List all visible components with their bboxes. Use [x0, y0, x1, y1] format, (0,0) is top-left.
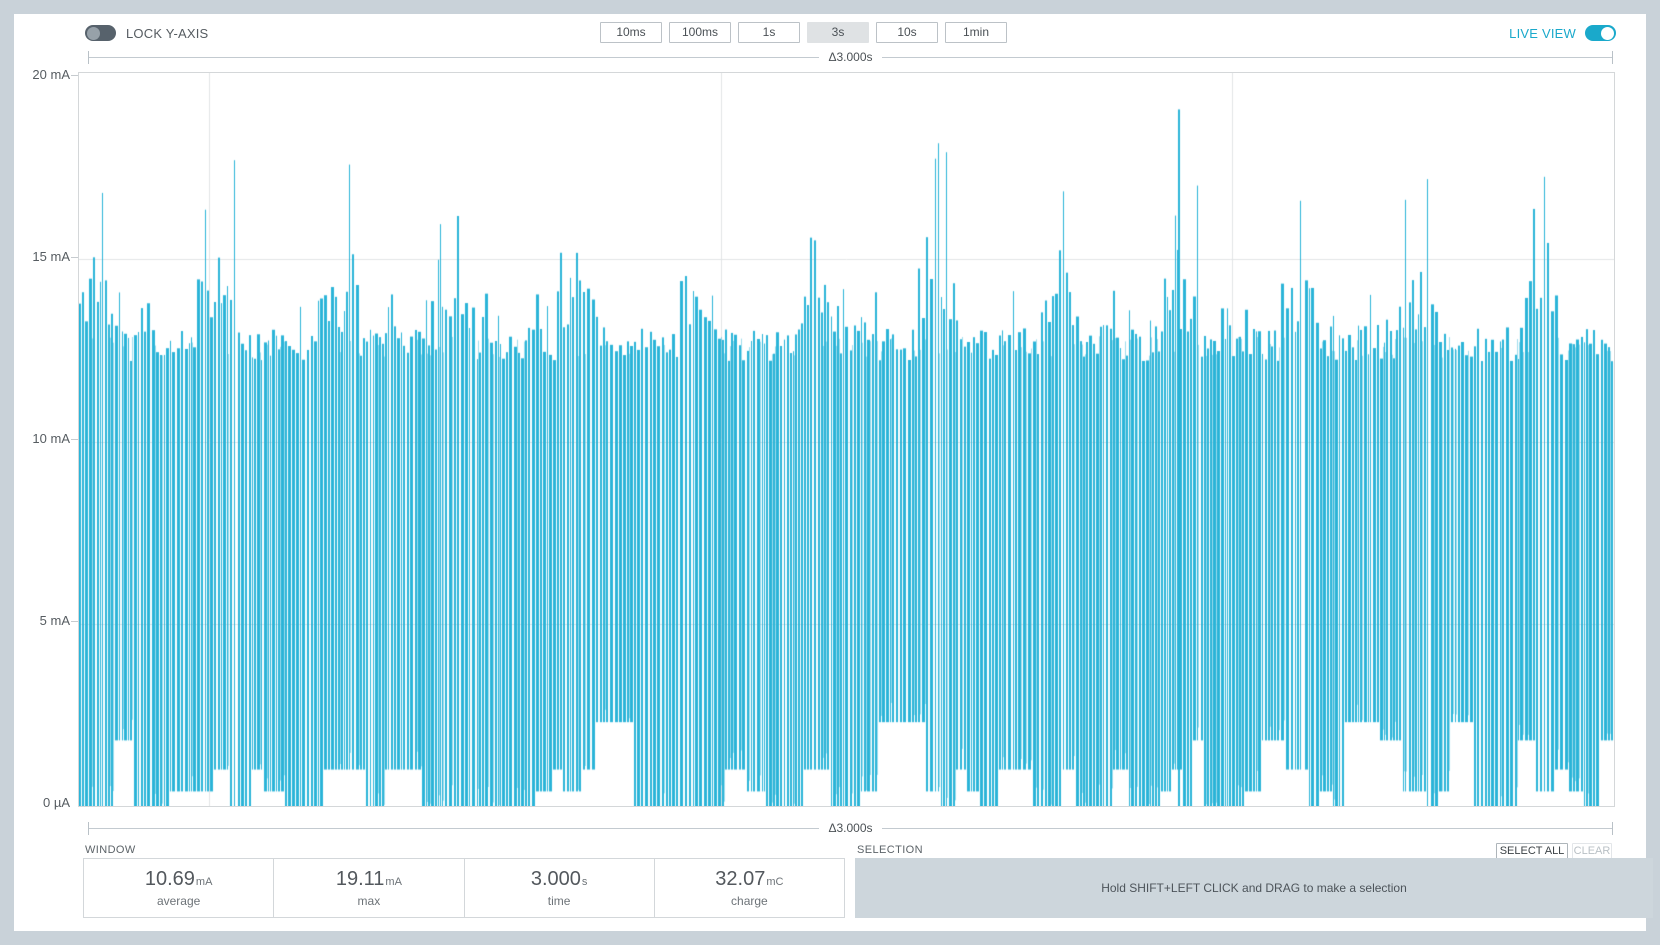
chart-area — [78, 72, 1615, 807]
y-axis-tick-mark — [71, 75, 79, 76]
current-waveform-chart[interactable] — [79, 73, 1614, 806]
ruler-end-tick — [1612, 821, 1614, 835]
main-panel: LOCK Y-AXIS 10ms 100ms 1s 3s 10s 1min LI… — [14, 14, 1653, 931]
window-button-100ms[interactable]: 100ms — [669, 22, 731, 43]
ruler-end-tick — [88, 821, 89, 835]
delta-label-top: Δ3.000s — [828, 50, 873, 64]
window-button-1min[interactable]: 1min — [945, 22, 1007, 43]
toggle-knob — [1601, 26, 1614, 40]
stat-time: 3.000 s time — [465, 859, 655, 917]
y-axis-tick-10ma: 10 mA — [32, 431, 70, 446]
lock-y-axis-toggle[interactable] — [85, 25, 116, 41]
time-window-buttons: 10ms 100ms 1s 3s 10s 1min — [600, 22, 1007, 43]
window-button-1s[interactable]: 1s — [738, 22, 800, 43]
window-button-10ms[interactable]: 10ms — [600, 22, 662, 43]
y-axis-tick-mark — [71, 439, 79, 440]
stat-charge: 32.07 mC charge — [715, 868, 784, 908]
delta-ruler-top: Δ3.000s — [88, 50, 1614, 64]
y-axis-tick-20ma: 20 mA — [32, 67, 70, 82]
window-button-10s[interactable]: 10s — [876, 22, 938, 43]
select-all-button[interactable]: SELECT ALL — [1496, 843, 1568, 859]
live-view-toggle[interactable] — [1585, 25, 1616, 41]
y-axis-tick-0ua: 0 µA — [42, 795, 70, 810]
ruler-end-tick — [1612, 50, 1614, 64]
ruler-end-tick — [88, 50, 89, 64]
stat-max: 19.11 mA max — [274, 859, 465, 917]
live-view-label: LIVE VIEW — [1509, 25, 1576, 41]
selection-section-label: SELECTION — [857, 844, 923, 856]
delta-ruler-bottom: Δ3.000s — [88, 821, 1614, 835]
stat-average: 10.69 mA average — [84, 859, 275, 917]
window-section-label: WINDOW — [85, 844, 136, 856]
selection-hint-text: Hold SHIFT+LEFT CLICK and DRAG to make a… — [1101, 881, 1407, 895]
y-axis-tick-mark — [71, 621, 79, 622]
window-stats-table: 10.69 mA average 19.11 mA max 3.000 s time … — [83, 858, 845, 918]
clear-button[interactable]: CLEAR — [1572, 843, 1612, 859]
selection-hint-box: Hold SHIFT+LEFT CLICK and DRAG to make a… — [855, 858, 1653, 918]
y-axis-tick-5ma: 5 mA — [39, 613, 70, 628]
lock-y-axis-label: LOCK Y-AXIS — [126, 25, 209, 41]
toggle-knob — [87, 26, 100, 40]
delta-label-bottom: Δ3.000s — [828, 821, 873, 835]
live-view-group: LIVE VIEW — [1509, 25, 1616, 41]
window-button-3s[interactable]: 3s — [807, 22, 869, 43]
lock-y-axis-group: LOCK Y-AXIS — [85, 25, 208, 41]
y-axis-tick-15ma: 15 mA — [32, 249, 70, 264]
y-axis-tick-mark — [71, 257, 79, 258]
